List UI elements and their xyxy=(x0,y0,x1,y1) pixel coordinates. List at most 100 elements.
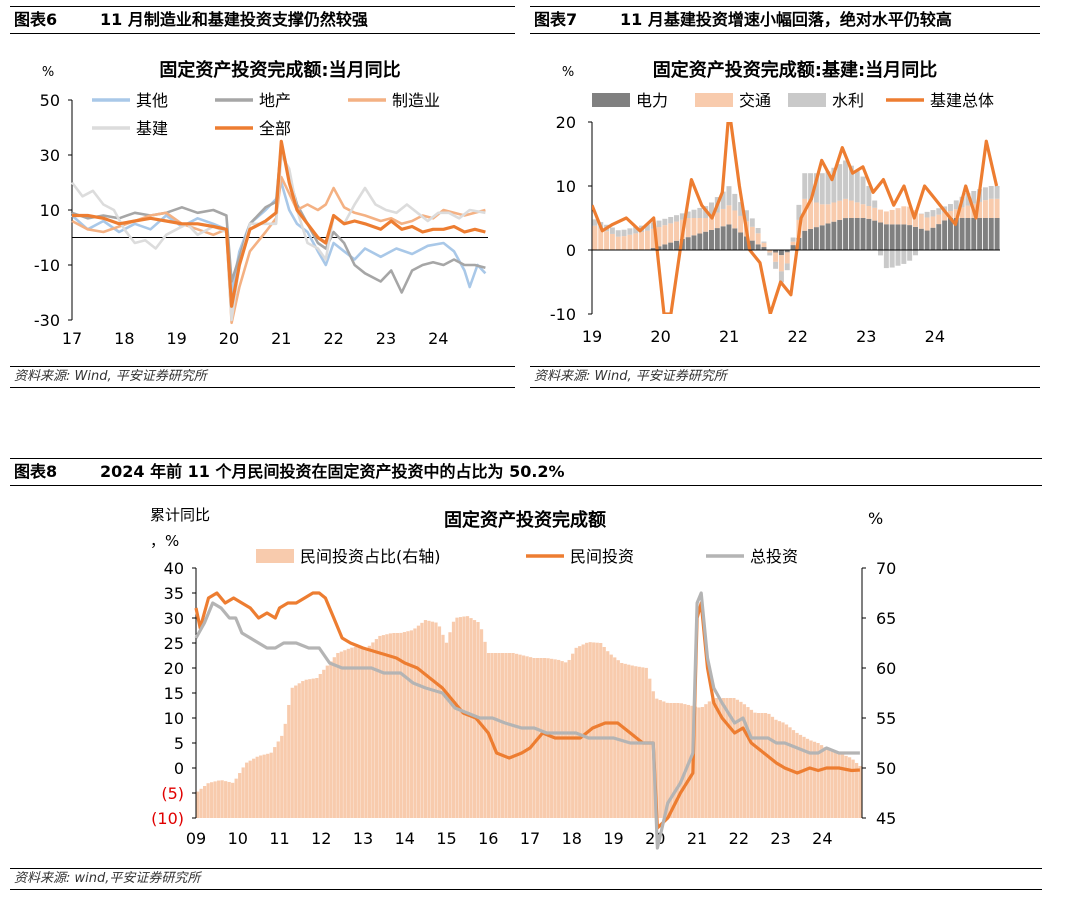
bar-segment xyxy=(878,222,883,250)
y-axis-label: ，% xyxy=(150,532,179,550)
x-tick-label: 21 xyxy=(687,829,707,848)
bar-segment xyxy=(930,216,936,228)
bar-segment xyxy=(854,218,860,250)
bar-segment xyxy=(982,187,988,201)
bar-segment xyxy=(615,236,621,250)
bar-segment xyxy=(819,173,825,205)
x-tick-label: 17 xyxy=(62,329,82,348)
bar-segment xyxy=(942,212,948,221)
bar-segment xyxy=(604,231,610,250)
share-bar xyxy=(833,751,838,818)
share-bar xyxy=(518,654,522,818)
bar-segment xyxy=(907,250,913,261)
share-bar xyxy=(381,635,386,818)
y-tick-label: 0 xyxy=(566,241,576,260)
share-bar xyxy=(423,620,428,818)
share-bar xyxy=(672,703,676,818)
bar-segment xyxy=(709,216,714,230)
y-tick-label: 20 xyxy=(164,659,184,678)
share-bar xyxy=(798,734,803,818)
share-bar xyxy=(434,622,438,818)
bar-segment xyxy=(936,214,942,225)
bar-segment xyxy=(685,237,691,250)
bar-segment xyxy=(825,171,831,205)
y-tick-label: (5) xyxy=(161,784,184,803)
share-bar xyxy=(746,707,750,818)
bar-segment xyxy=(831,202,837,222)
bar-segment xyxy=(697,218,703,234)
share-bar xyxy=(564,662,568,818)
bar-segment xyxy=(790,245,796,250)
x-tick-label: 17 xyxy=(520,829,540,848)
bar-segment xyxy=(843,160,849,199)
bar-segment xyxy=(743,210,749,222)
share-bar xyxy=(837,753,841,818)
bar-segment xyxy=(942,220,948,250)
share-bar xyxy=(364,647,368,818)
figure-header: 图表6 11 月制造业和基建投资支撑仍然较强 xyxy=(10,6,515,34)
figure-header: 图表8 2024 年前 11 个月民间投资在固定资产投资中的占比为 50.2% xyxy=(10,458,1042,486)
share-bar xyxy=(227,781,231,818)
share-bar xyxy=(784,724,789,818)
bar-segment xyxy=(784,250,790,253)
bar-segment xyxy=(918,213,924,229)
bar-segment xyxy=(691,209,697,218)
legend-label: 电力 xyxy=(636,91,668,110)
share-bar xyxy=(700,706,704,818)
share-bar xyxy=(669,703,673,818)
bar-segment xyxy=(668,216,674,224)
x-tick-label: 18 xyxy=(562,829,582,848)
bar-segment xyxy=(609,227,615,234)
bar-segment xyxy=(679,213,685,220)
bar-segment xyxy=(697,233,703,250)
bar-segment xyxy=(627,228,633,235)
bar-segment xyxy=(825,204,831,224)
share-bar xyxy=(283,723,287,818)
share-bar xyxy=(763,713,768,818)
bar-segment xyxy=(988,218,994,250)
share-bar xyxy=(465,616,470,818)
y-tick-label: -30 xyxy=(34,311,60,330)
bar-segment xyxy=(714,228,720,250)
share-bar xyxy=(241,767,245,818)
bar-segment xyxy=(837,200,843,220)
bar-segment xyxy=(982,200,988,218)
share-bar xyxy=(406,631,410,818)
bar-segment xyxy=(720,191,726,209)
bar-segment xyxy=(883,250,889,269)
y-tick-label: 25 xyxy=(164,634,184,653)
bar-segment xyxy=(977,218,983,250)
share-bar xyxy=(756,713,761,818)
panel-fig6: 图表6 11 月制造业和基建投资支撑仍然较强 固定资产投资完成额:当月同比% -3… xyxy=(10,6,515,391)
bar-segment xyxy=(802,198,808,231)
bar-segment xyxy=(936,208,942,215)
bar-segment xyxy=(988,198,994,218)
bar-segment xyxy=(674,221,679,241)
x-tick-label: 23 xyxy=(770,829,790,848)
bar-segment xyxy=(621,236,627,250)
share-bar xyxy=(213,781,217,818)
share-bar xyxy=(427,620,431,818)
bar-segment xyxy=(813,173,819,203)
bar-segment xyxy=(709,229,714,250)
share-bar xyxy=(742,704,747,818)
bar-segment xyxy=(971,218,977,250)
share-bar xyxy=(795,732,799,818)
x-tick-label: 19 xyxy=(582,327,602,346)
figure-title: 2024 年前 11 个月民间投资在固定资产投资中的占比为 50.2% xyxy=(100,462,565,481)
y-tick-label: 30 xyxy=(40,146,60,165)
share-bar xyxy=(840,754,845,818)
bar-segment xyxy=(650,248,656,250)
bar-segment xyxy=(773,261,779,269)
bar-segment xyxy=(866,218,872,250)
y-axis-label: % xyxy=(562,65,574,80)
bar-segment xyxy=(924,217,930,231)
y-tick-label: 40 xyxy=(164,559,184,578)
legend-label: 总投资 xyxy=(750,547,798,566)
share-bar xyxy=(276,741,280,818)
share-bar xyxy=(220,780,224,818)
bar-segment xyxy=(784,252,790,264)
legend-swatch xyxy=(592,93,630,107)
bar-segment xyxy=(796,204,802,220)
share-bar xyxy=(844,755,848,818)
